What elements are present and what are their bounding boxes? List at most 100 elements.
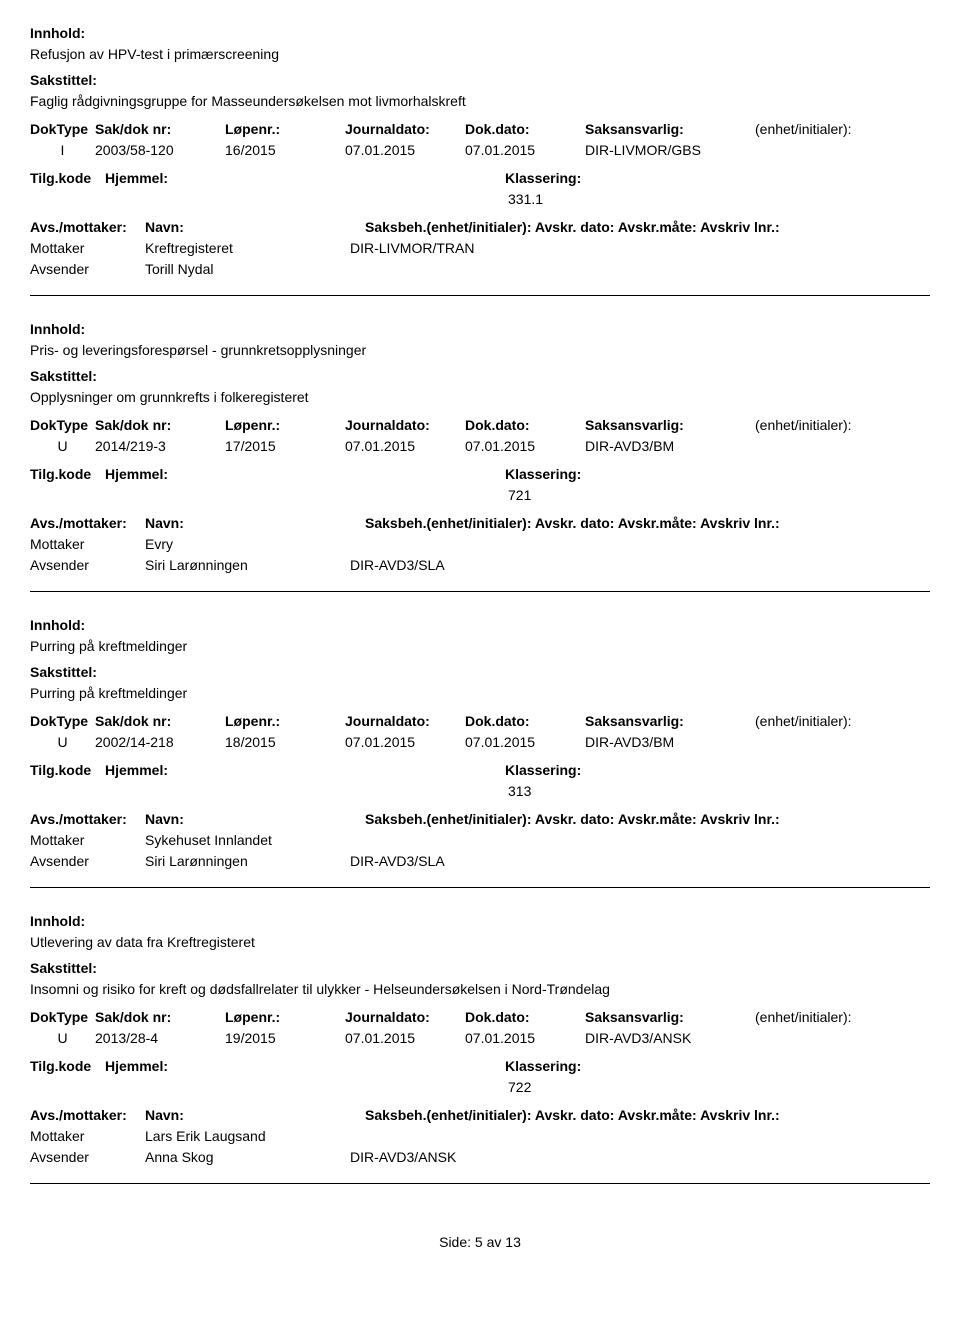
tilg-header-row: Tilg.kode Hjemmel: Klassering:: [30, 170, 930, 186]
innhold-label: Innhold:: [30, 913, 930, 929]
party-row: Avsender Anna Skog DIR-AVD3/ANSK: [30, 1149, 930, 1165]
dokdato-value: 07.01.2015: [465, 1030, 585, 1046]
klassering-header: Klassering:: [505, 762, 655, 778]
enhet-header: (enhet/initialer):: [755, 121, 905, 137]
party-row: Mottaker Kreftregisteret DIR-LIVMOR/TRAN: [30, 240, 930, 256]
sakdok-value: 2003/58-120: [95, 142, 225, 158]
party-role: Avsender: [30, 261, 145, 277]
doktype-header: DokType: [30, 417, 95, 433]
footer-total: 13: [505, 1234, 521, 1250]
dokdato-header: Dok.dato:: [465, 1009, 585, 1025]
saksansvarlig-header: Saksansvarlig:: [585, 1009, 755, 1025]
party-name: Anna Skog: [145, 1149, 350, 1165]
saksansvarlig-value: DIR-AVD3/ANSK: [585, 1030, 755, 1046]
party-role: Avsender: [30, 853, 145, 869]
hjemmel-header: Hjemmel:: [105, 466, 505, 482]
dokdato-header: Dok.dato:: [465, 713, 585, 729]
footer-side-label: Side:: [439, 1234, 471, 1250]
dokdato-header: Dok.dato:: [465, 417, 585, 433]
saksbeh-header: Saksbeh.(enhet/initialer): Avskr. dato: …: [365, 219, 930, 235]
divider: [30, 295, 930, 296]
sakstittel-value: Faglig rådgivningsgruppe for Masseunders…: [30, 93, 930, 109]
klassering-value: 722: [508, 1079, 930, 1095]
meta-header-row: DokType Sak/dok nr: Løpenr.: Journaldato…: [30, 121, 930, 137]
entry: Innhold: Utlevering av data fra Kreftreg…: [30, 913, 930, 1184]
avsmottaker-header: Avs./mottaker:: [30, 515, 145, 531]
doktype-value: I: [30, 142, 95, 158]
lopenr-value: 17/2015: [225, 438, 345, 454]
lopenr-value: 16/2015: [225, 142, 345, 158]
party-header-row: Avs./mottaker: Navn: Saksbeh.(enhet/init…: [30, 219, 930, 235]
party-row: Mottaker Evry: [30, 536, 930, 552]
innhold-label: Innhold:: [30, 25, 930, 41]
meta-data-row: I 2003/58-120 16/2015 07.01.2015 07.01.2…: [30, 142, 930, 158]
dokdato-value: 07.01.2015: [465, 438, 585, 454]
party-code: DIR-AVD3/ANSK: [350, 1149, 930, 1165]
party-role: Avsender: [30, 1149, 145, 1165]
party-role: Mottaker: [30, 1128, 145, 1144]
party-role: Mottaker: [30, 832, 145, 848]
sakdok-header: Sak/dok nr:: [95, 121, 225, 137]
klassering-header: Klassering:: [505, 170, 655, 186]
innhold-label: Innhold:: [30, 617, 930, 633]
doktype-header: DokType: [30, 121, 95, 137]
party-code: DIR-AVD3/SLA: [350, 557, 930, 573]
klassering-header: Klassering:: [505, 1058, 655, 1074]
avsmottaker-header: Avs./mottaker:: [30, 811, 145, 827]
lopenr-header: Løpenr.:: [225, 713, 345, 729]
tilgkode-header: Tilg.kode: [30, 466, 105, 482]
tilgkode-header: Tilg.kode: [30, 170, 105, 186]
dokdato-value: 07.01.2015: [465, 734, 585, 750]
sakdok-header: Sak/dok nr:: [95, 713, 225, 729]
page-footer: Side: 5 av 13: [30, 1234, 930, 1250]
avsmottaker-header: Avs./mottaker:: [30, 1107, 145, 1123]
entry: Innhold: Purring på kreftmeldinger Sakst…: [30, 617, 930, 888]
saksbeh-header: Saksbeh.(enhet/initialer): Avskr. dato: …: [365, 811, 930, 827]
doktype-value: U: [30, 438, 95, 454]
doktype-header: DokType: [30, 1009, 95, 1025]
sakstittel-label: Sakstittel:: [30, 72, 930, 88]
party-code: DIR-AVD3/SLA: [350, 853, 930, 869]
saksansvarlig-value: DIR-AVD3/BM: [585, 438, 755, 454]
hjemmel-header: Hjemmel:: [105, 170, 505, 186]
party-header-row: Avs./mottaker: Navn: Saksbeh.(enhet/init…: [30, 1107, 930, 1123]
journaldato-value: 07.01.2015: [345, 438, 465, 454]
party-header-row: Avs./mottaker: Navn: Saksbeh.(enhet/init…: [30, 811, 930, 827]
sakstittel-label: Sakstittel:: [30, 664, 930, 680]
tilgkode-header: Tilg.kode: [30, 762, 105, 778]
hjemmel-header: Hjemmel:: [105, 762, 505, 778]
innhold-value: Purring på kreftmeldinger: [30, 638, 930, 654]
footer-page: 5: [475, 1234, 483, 1250]
journaldato-value: 07.01.2015: [345, 1030, 465, 1046]
party-name: Lars Erik Laugsand: [145, 1128, 350, 1144]
journaldato-header: Journaldato:: [345, 713, 465, 729]
party-role: Mottaker: [30, 240, 145, 256]
meta-data-row: U 2014/219-3 17/2015 07.01.2015 07.01.20…: [30, 438, 930, 454]
journaldato-header: Journaldato:: [345, 417, 465, 433]
party-role: Avsender: [30, 557, 145, 573]
divider: [30, 1183, 930, 1184]
innhold-value: Pris- og leveringsforespørsel - grunnkre…: [30, 342, 930, 358]
avsmottaker-header: Avs./mottaker:: [30, 219, 145, 235]
party-row: Avsender Siri Larønningen DIR-AVD3/SLA: [30, 853, 930, 869]
enhet-header: (enhet/initialer):: [755, 1009, 905, 1025]
party-code: [350, 261, 930, 277]
navn-header: Navn:: [145, 515, 365, 531]
lopenr-header: Løpenr.:: [225, 121, 345, 137]
lopenr-value: 18/2015: [225, 734, 345, 750]
klassering-header: Klassering:: [505, 466, 655, 482]
party-name: Siri Larønningen: [145, 557, 350, 573]
innhold-value: Refusjon av HPV-test i primærscreening: [30, 46, 930, 62]
party-row: Avsender Siri Larønningen DIR-AVD3/SLA: [30, 557, 930, 573]
journaldato-header: Journaldato:: [345, 121, 465, 137]
party-row: Mottaker Lars Erik Laugsand: [30, 1128, 930, 1144]
dokdato-header: Dok.dato:: [465, 121, 585, 137]
saksansvarlig-header: Saksansvarlig:: [585, 121, 755, 137]
innhold-value: Utlevering av data fra Kreftregisteret: [30, 934, 930, 950]
doktype-header: DokType: [30, 713, 95, 729]
divider: [30, 591, 930, 592]
tilg-header-row: Tilg.kode Hjemmel: Klassering:: [30, 762, 930, 778]
lopenr-value: 19/2015: [225, 1030, 345, 1046]
sakdok-value: 2013/28-4: [95, 1030, 225, 1046]
doktype-value: U: [30, 1030, 95, 1046]
